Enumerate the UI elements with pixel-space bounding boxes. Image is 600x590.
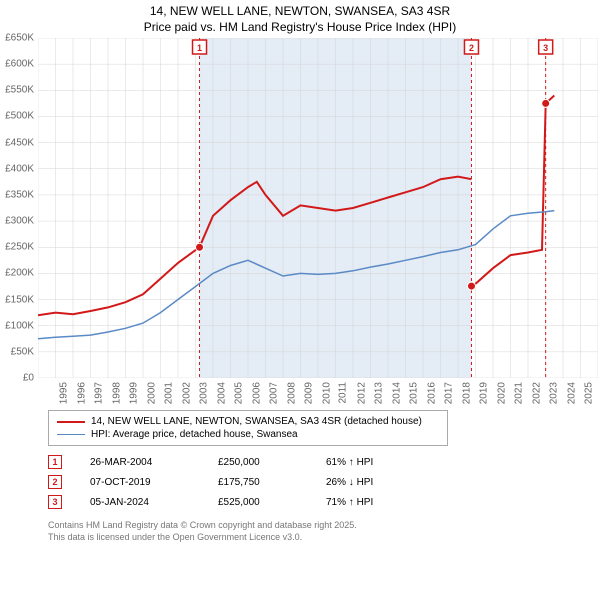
x-tick-label: 2017 [443, 382, 454, 404]
x-tick-label: 2021 [513, 382, 524, 404]
transaction-row: 2 07-OCT-2019 £175,750 26% ↓ HPI [48, 472, 600, 492]
transaction-marker: 1 [48, 455, 62, 469]
title-line1: 14, NEW WELL LANE, NEWTON, SWANSEA, SA3 … [0, 0, 600, 20]
x-tick-label: 2000 [146, 382, 157, 404]
x-tick-label: 1997 [93, 382, 104, 404]
x-tick-label: 2010 [321, 382, 332, 404]
x-tick-label: 1995 [58, 382, 69, 404]
x-tick-label: 2012 [356, 382, 367, 404]
footer: Contains HM Land Registry data © Crown c… [48, 520, 600, 543]
y-tick-label: £350K [5, 189, 34, 200]
transaction-marker: 3 [48, 495, 62, 509]
transaction-price: £175,750 [218, 477, 298, 488]
transaction-row: 3 05-JAN-2024 £525,000 71% ↑ HPI [48, 492, 600, 512]
transaction-price: £250,000 [218, 457, 298, 468]
y-tick-label: £250K [5, 242, 34, 253]
x-tick-label: 2020 [496, 382, 507, 404]
x-tick-label: 1999 [128, 382, 139, 404]
x-tick-label: 2007 [268, 382, 279, 404]
y-tick-label: £450K [5, 137, 34, 148]
x-tick-label: 2005 [233, 382, 244, 404]
transaction-delta: 26% ↓ HPI [326, 477, 373, 488]
transaction-date: 05-JAN-2024 [90, 497, 190, 508]
x-tick-label: 2008 [286, 382, 297, 404]
x-tick-label: 2025 [583, 382, 594, 404]
footer-line2: This data is licensed under the Open Gov… [48, 532, 600, 544]
x-tick-label: 2011 [338, 382, 349, 404]
y-tick-label: £150K [5, 294, 34, 305]
transaction-marker: 2 [48, 475, 62, 489]
y-tick-label: £600K [5, 59, 34, 70]
legend: 14, NEW WELL LANE, NEWTON, SWANSEA, SA3 … [48, 410, 448, 446]
x-tick-label: 2003 [198, 382, 209, 404]
y-tick-label: £300K [5, 216, 34, 227]
x-tick-label: 2018 [461, 382, 472, 404]
transaction-price: £525,000 [218, 497, 298, 508]
legend-label-property: 14, NEW WELL LANE, NEWTON, SWANSEA, SA3 … [91, 416, 422, 427]
x-tick-label: 2019 [478, 382, 489, 404]
x-tick-label: 2015 [408, 382, 419, 404]
svg-text:2: 2 [469, 43, 474, 53]
y-tick-label: £500K [5, 111, 34, 122]
y-tick-label: £50K [11, 346, 34, 357]
x-tick-label: 2013 [373, 382, 384, 404]
y-tick-label: £550K [5, 85, 34, 96]
x-tick-label: 2009 [303, 382, 314, 404]
x-tick-label: 2004 [216, 382, 227, 404]
chart: 123 £0£50K£100K£150K£200K£250K£300K£350K… [38, 38, 598, 378]
x-tick-label: 2002 [181, 382, 192, 404]
footer-line1: Contains HM Land Registry data © Crown c… [48, 520, 600, 532]
x-tick-label: 2024 [566, 382, 577, 404]
transaction-date: 07-OCT-2019 [90, 477, 190, 488]
legend-swatch-property [57, 421, 85, 423]
y-tick-label: £200K [5, 268, 34, 279]
y-tick-label: £650K [5, 33, 34, 44]
x-tick-label: 2001 [163, 382, 174, 404]
legend-label-hpi: HPI: Average price, detached house, Swan… [91, 429, 298, 440]
x-tick-label: 1998 [111, 382, 122, 404]
transactions-table: 1 26-MAR-2004 £250,000 61% ↑ HPI 2 07-OCT-201… [48, 452, 600, 512]
x-tick-label: 2016 [426, 382, 437, 404]
transaction-date: 26-MAR-2004 [90, 457, 190, 468]
x-tick-label: 1996 [76, 382, 87, 404]
x-tick-label: 2014 [391, 382, 402, 404]
svg-text:1: 1 [197, 43, 202, 53]
title-line2: Price paid vs. HM Land Registry's House … [0, 20, 600, 38]
transaction-delta: 71% ↑ HPI [326, 497, 373, 508]
transaction-row: 1 26-MAR-2004 £250,000 61% ↑ HPI [48, 452, 600, 472]
legend-row-property: 14, NEW WELL LANE, NEWTON, SWANSEA, SA3 … [57, 415, 439, 428]
y-tick-label: £0 [23, 373, 34, 384]
x-tick-label: 2006 [251, 382, 262, 404]
legend-swatch-hpi [57, 434, 85, 436]
svg-text:3: 3 [543, 43, 548, 53]
legend-row-hpi: HPI: Average price, detached house, Swan… [57, 428, 439, 441]
transaction-delta: 61% ↑ HPI [326, 457, 373, 468]
x-tick-label: 2022 [531, 382, 542, 404]
x-tick-label: 2023 [548, 382, 559, 404]
y-tick-label: £400K [5, 163, 34, 174]
chart-svg: 1 2 3 [38, 38, 598, 378]
y-tick-label: £100K [5, 320, 34, 331]
